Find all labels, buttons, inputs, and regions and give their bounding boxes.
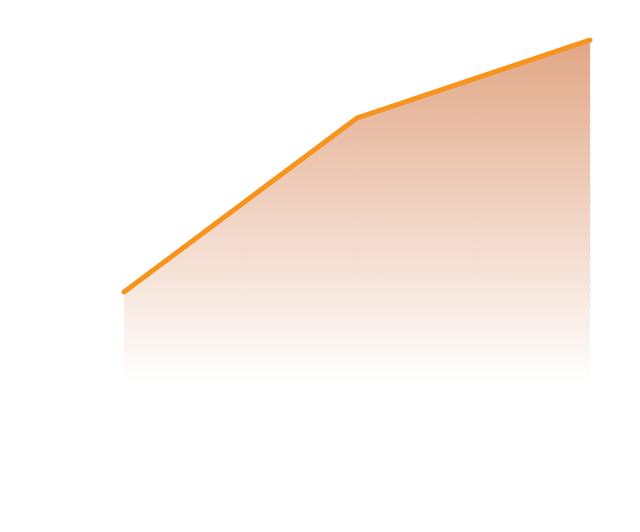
area-fill (124, 40, 590, 382)
series-line (121, 37, 593, 295)
